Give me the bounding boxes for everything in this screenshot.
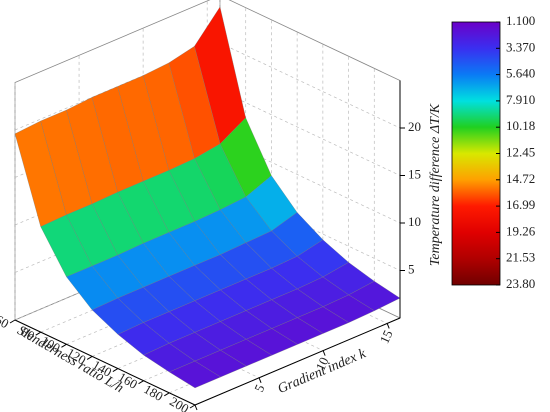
- x-tick: [189, 404, 196, 409]
- y-tick: [322, 350, 326, 356]
- grid-line: [14, 42, 221, 131]
- y-tick-label: 15: [377, 328, 396, 346]
- grid-line: [92, 269, 298, 357]
- colorbar-label: 21.53: [506, 250, 535, 265]
- x-tick: [9, 319, 16, 324]
- z-axis-label: Temperature difference ΔT/K: [428, 103, 443, 266]
- z-tick-label: 15: [408, 166, 421, 181]
- colorbar-label: 5.640: [506, 66, 535, 81]
- grid-line: [14, 185, 221, 273]
- colorbar-label: 12.45: [506, 144, 535, 159]
- colorbar-label: 16.99: [506, 197, 535, 212]
- x-tick: [138, 380, 144, 385]
- grid-line: [66, 256, 272, 345]
- grid-line: [40, 244, 246, 333]
- y-tick: [194, 404, 198, 411]
- colorbar-label: 1.100: [506, 13, 535, 28]
- x-tick: [112, 368, 119, 373]
- y-tick: [258, 377, 262, 383]
- y-axis: [194, 317, 401, 406]
- colorbar-label: 19.26: [506, 223, 536, 238]
- x-tick: [35, 331, 41, 336]
- x-tick-label: 80: [18, 324, 37, 343]
- x-tick: [164, 392, 170, 397]
- grid-line: [14, 232, 221, 321]
- colorbar-label: 23.80: [506, 276, 535, 291]
- colorbar: [451, 21, 501, 286]
- x-tick-label: 60: [0, 312, 12, 331]
- z-tick-label: 10: [408, 214, 421, 229]
- x-tick: [86, 355, 93, 360]
- y-tick-label: 10: [312, 355, 331, 373]
- x-tick: [61, 343, 67, 348]
- colorbar-label: 3.370: [506, 39, 535, 54]
- z-tick-label: 5: [408, 261, 415, 276]
- colorbar-label: 14.72: [506, 171, 535, 186]
- colorbar-label: 10.18: [506, 118, 535, 133]
- y-tick-label: 5: [251, 382, 267, 394]
- colorbar-label: 7.910: [506, 92, 535, 107]
- surface-cell: [168, 360, 222, 389]
- z-tick-label: 20: [408, 119, 421, 134]
- y-tick: [386, 323, 390, 329]
- x-axis: [14, 319, 196, 406]
